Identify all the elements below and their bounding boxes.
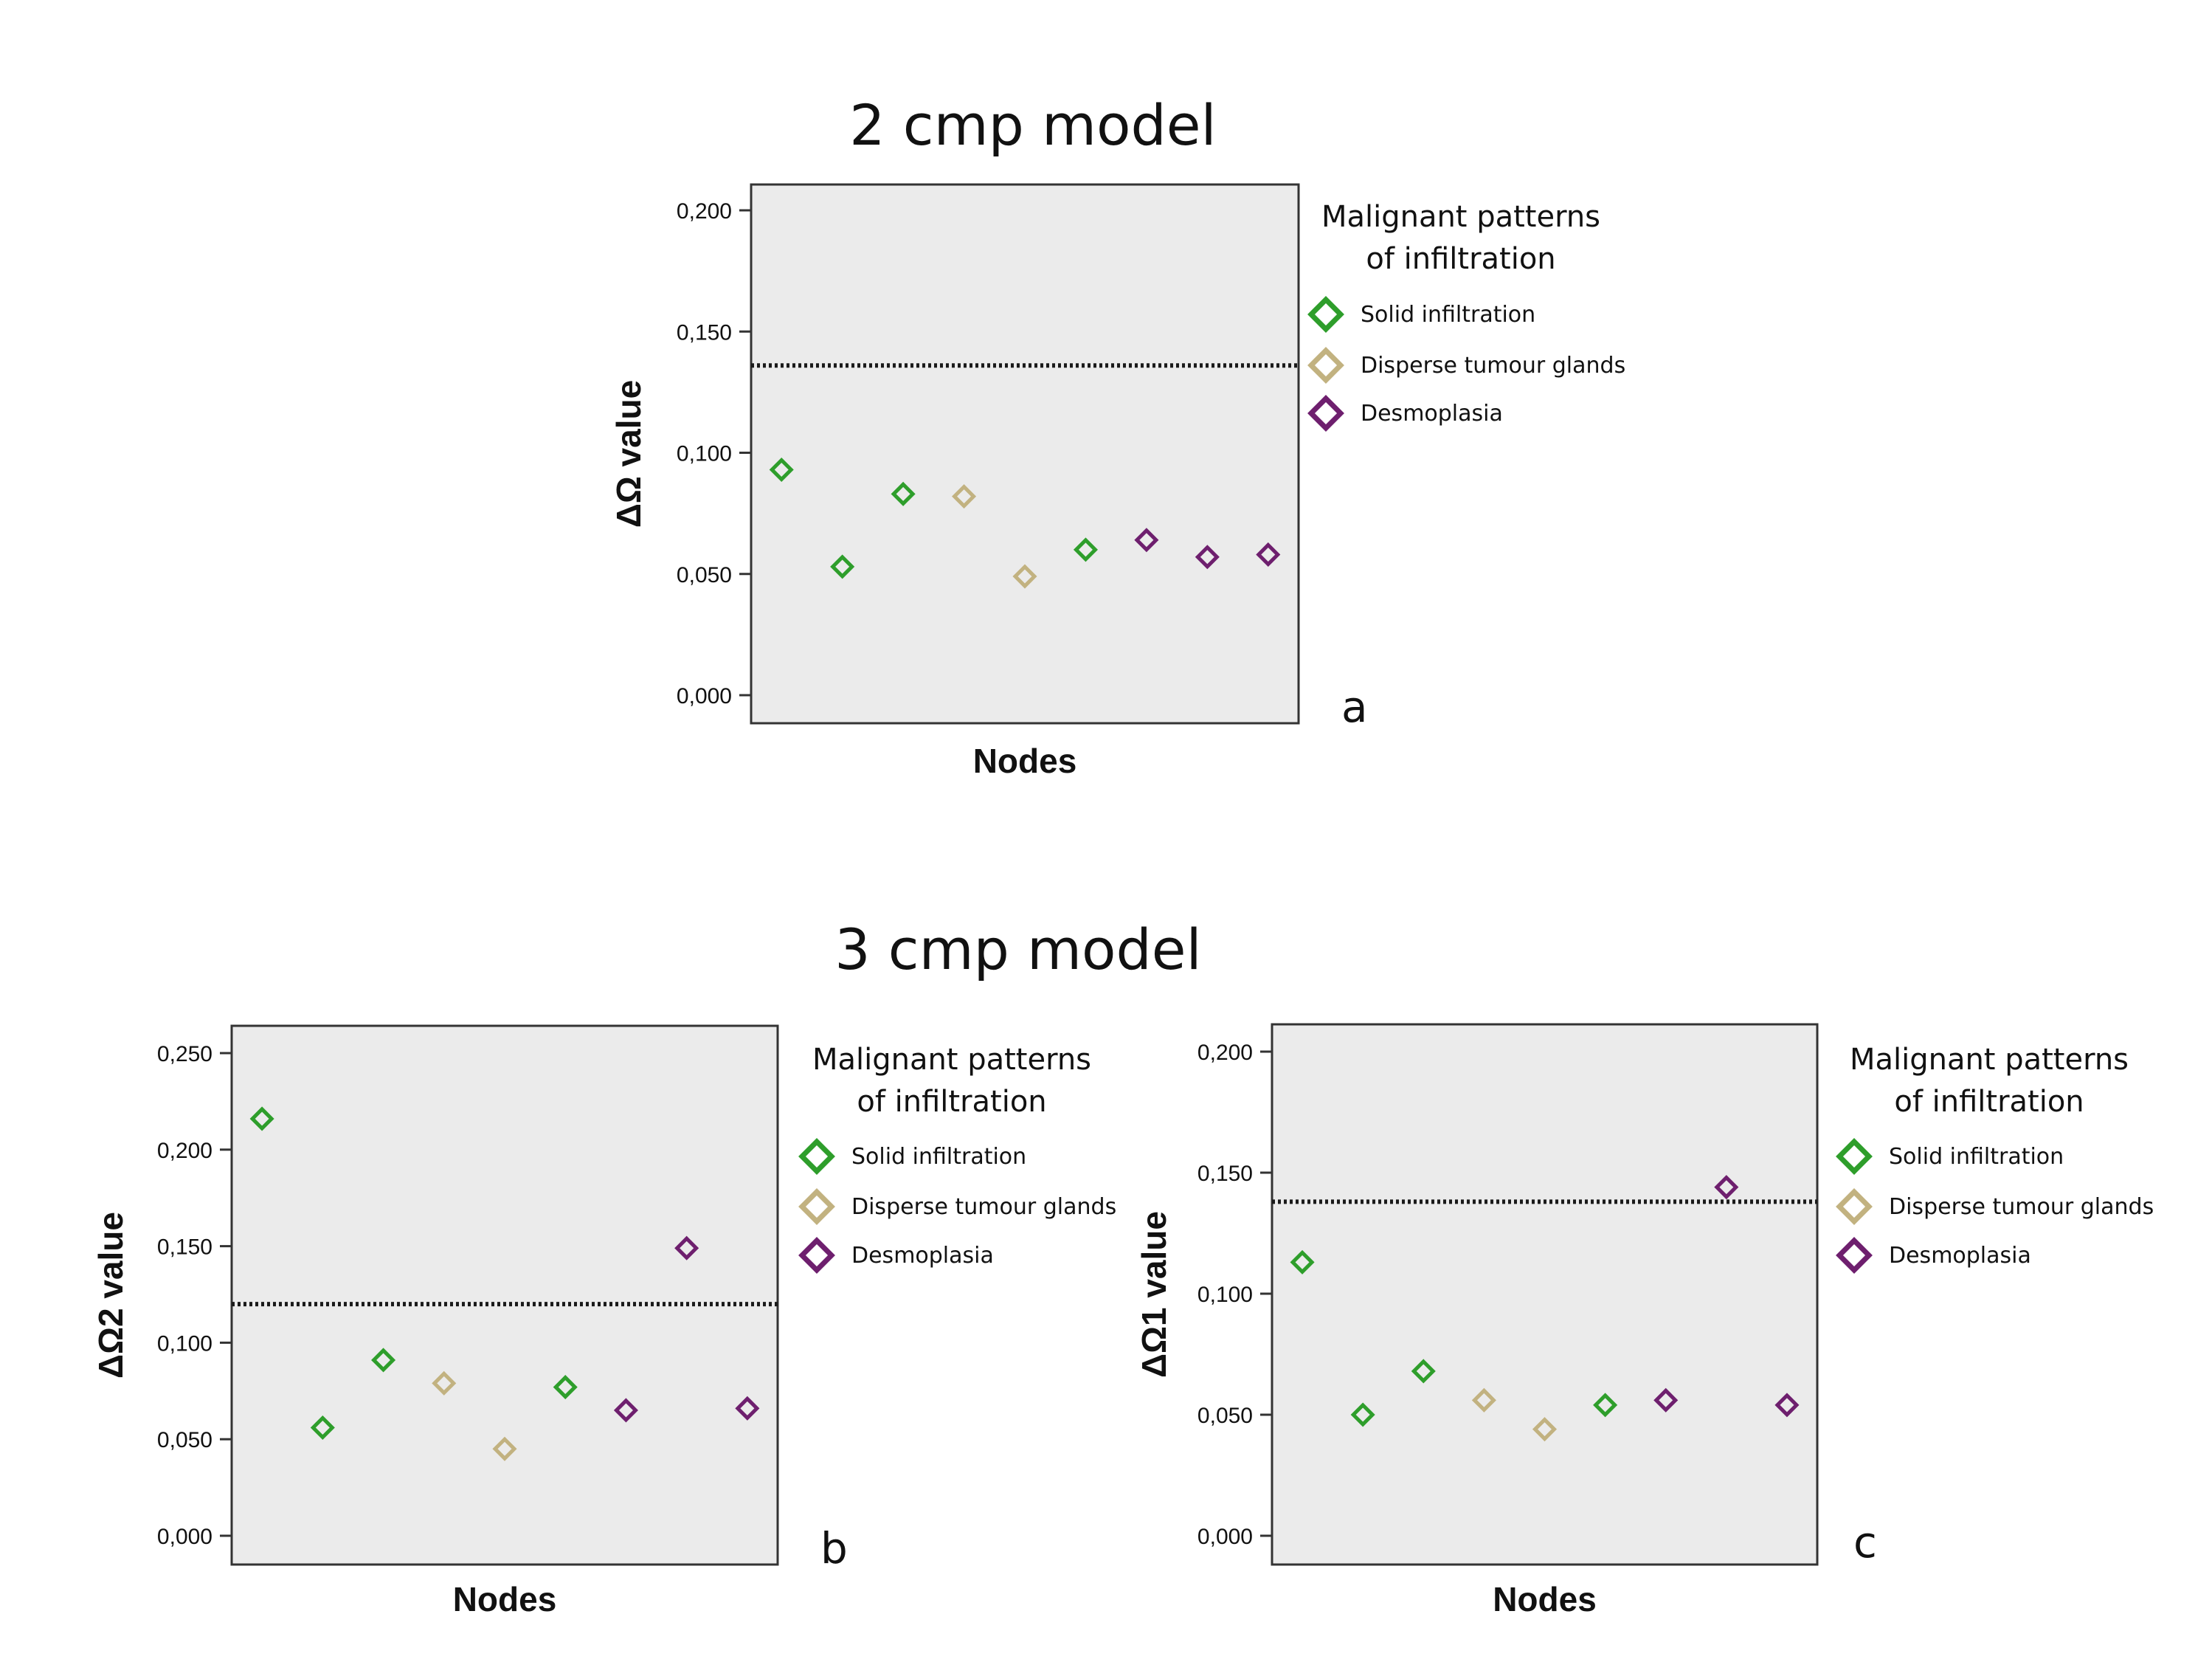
data-point	[1012, 564, 1037, 589]
data-point	[613, 1398, 638, 1423]
data-point	[553, 1375, 578, 1400]
x-axis-label: Nodes	[973, 742, 1077, 780]
legend-marker	[1307, 347, 1344, 384]
plot-area-a	[750, 183, 1300, 725]
ytick-label: 0,000	[1197, 1525, 1253, 1549]
title-2cmp: 2 cmp model	[849, 92, 1216, 158]
legend-item-label: Solid infiltration	[1889, 1144, 2064, 1170]
ytick-label: 0,150	[1197, 1162, 1253, 1186]
legend: Malignant patterns of infiltration Solid i…	[1307, 200, 1625, 432]
data-point	[1653, 1387, 1679, 1413]
data-point	[1714, 1175, 1739, 1200]
ytick-label: 0,250	[157, 1042, 212, 1066]
panel-a: 0,000 0,050 0,100 0,150 0,200 ΔΩ value Nodes a M…	[609, 183, 1625, 780]
plot-area-b	[230, 1024, 779, 1566]
panel-b: 0,000 0,050 0,100 0,150 0,200 0,250 ΔΩ2 value N…	[91, 1024, 1116, 1618]
panel-letter: b	[820, 1523, 848, 1573]
y-axis-label: ΔΩ value	[609, 380, 648, 528]
legend-item-label: Disperse tumour glands	[851, 1194, 1116, 1220]
data-point	[432, 1370, 457, 1396]
data-point	[1290, 1249, 1315, 1275]
legend-marker	[1836, 1188, 1873, 1225]
legend: Malignant patterns of infiltration Solid i…	[1836, 1043, 2154, 1274]
legend-title: of infiltration	[857, 1085, 1046, 1119]
legend-marker	[798, 1138, 835, 1175]
data-point	[1471, 1387, 1496, 1413]
ytick-label: 0,050	[677, 563, 732, 587]
legend-marker	[1307, 395, 1344, 432]
ytick-label: 0,150	[157, 1235, 212, 1260]
data-point	[1350, 1402, 1375, 1427]
legend-title: Malignant patterns	[1321, 200, 1600, 234]
plot-area-c	[1271, 1023, 1819, 1566]
data-point	[492, 1436, 517, 1461]
legend-marker	[1307, 296, 1344, 333]
data-point	[952, 484, 977, 509]
panel-c: 0,000 0,050 0,100 0,150 0,200 ΔΩ1 value Nodes c…	[1135, 1023, 2154, 1618]
legend-item-label: Desmoplasia	[851, 1243, 994, 1269]
ytick-label: 0,200	[677, 199, 732, 224]
panel-letter: a	[1341, 682, 1368, 732]
legend-marker	[1836, 1237, 1873, 1274]
data-point	[1073, 537, 1098, 562]
legend-item-label: Desmoplasia	[1889, 1243, 2031, 1269]
legend-item-label: Disperse tumour glands	[1889, 1194, 2154, 1220]
legend-item-label: Disperse tumour glands	[1361, 353, 1625, 379]
ytick-label: 0,050	[1197, 1404, 1253, 1428]
data-point	[1134, 528, 1159, 553]
data-point	[674, 1235, 699, 1260]
legend-marker	[798, 1188, 835, 1225]
legend-item-label: Solid infiltration	[851, 1144, 1026, 1170]
data-point	[1532, 1417, 1558, 1442]
legend-title: of infiltration	[1894, 1085, 2084, 1119]
data-point	[769, 457, 794, 483]
title-3cmp: 3 cmp model	[834, 917, 1201, 982]
legend-marker	[1836, 1138, 1873, 1175]
data-point	[1195, 545, 1220, 570]
data-point	[249, 1106, 274, 1131]
legend-title: of infiltration	[1366, 242, 1555, 276]
panel-letter: c	[1853, 1517, 1877, 1567]
y-axis-label: ΔΩ1 value	[1135, 1211, 1173, 1378]
data-point	[310, 1415, 335, 1441]
data-point	[1256, 542, 1281, 568]
data-point	[891, 481, 916, 506]
data-point	[371, 1348, 396, 1373]
legend-marker	[798, 1237, 835, 1274]
legend-item-label: Desmoplasia	[1361, 401, 1503, 427]
ytick-label: 0,050	[157, 1428, 212, 1452]
x-axis-label: Nodes	[1493, 1580, 1597, 1618]
ytick-label: 0,000	[157, 1525, 212, 1549]
legend-title: Malignant patterns	[1850, 1043, 2129, 1077]
ytick-label: 0,100	[1197, 1283, 1253, 1307]
ytick-label: 0,200	[157, 1139, 212, 1163]
legend-title: Malignant patterns	[812, 1043, 1091, 1077]
data-point	[1593, 1393, 1618, 1418]
ytick-label: 0,100	[677, 442, 732, 466]
ytick-label: 0,000	[677, 684, 732, 708]
data-point	[735, 1396, 760, 1421]
data-point	[1411, 1359, 1436, 1384]
ytick-label: 0,200	[1197, 1041, 1253, 1065]
ytick-label: 0,100	[157, 1331, 212, 1356]
y-axis-label: ΔΩ2 value	[91, 1212, 130, 1379]
legend-item-label: Solid infiltration	[1361, 302, 1535, 328]
ytick-label: 0,150	[677, 320, 732, 345]
x-axis-label: Nodes	[453, 1580, 557, 1618]
data-point	[830, 554, 855, 579]
data-point	[1774, 1393, 1800, 1418]
legend: Malignant patterns of infiltration Solid i…	[798, 1043, 1116, 1274]
